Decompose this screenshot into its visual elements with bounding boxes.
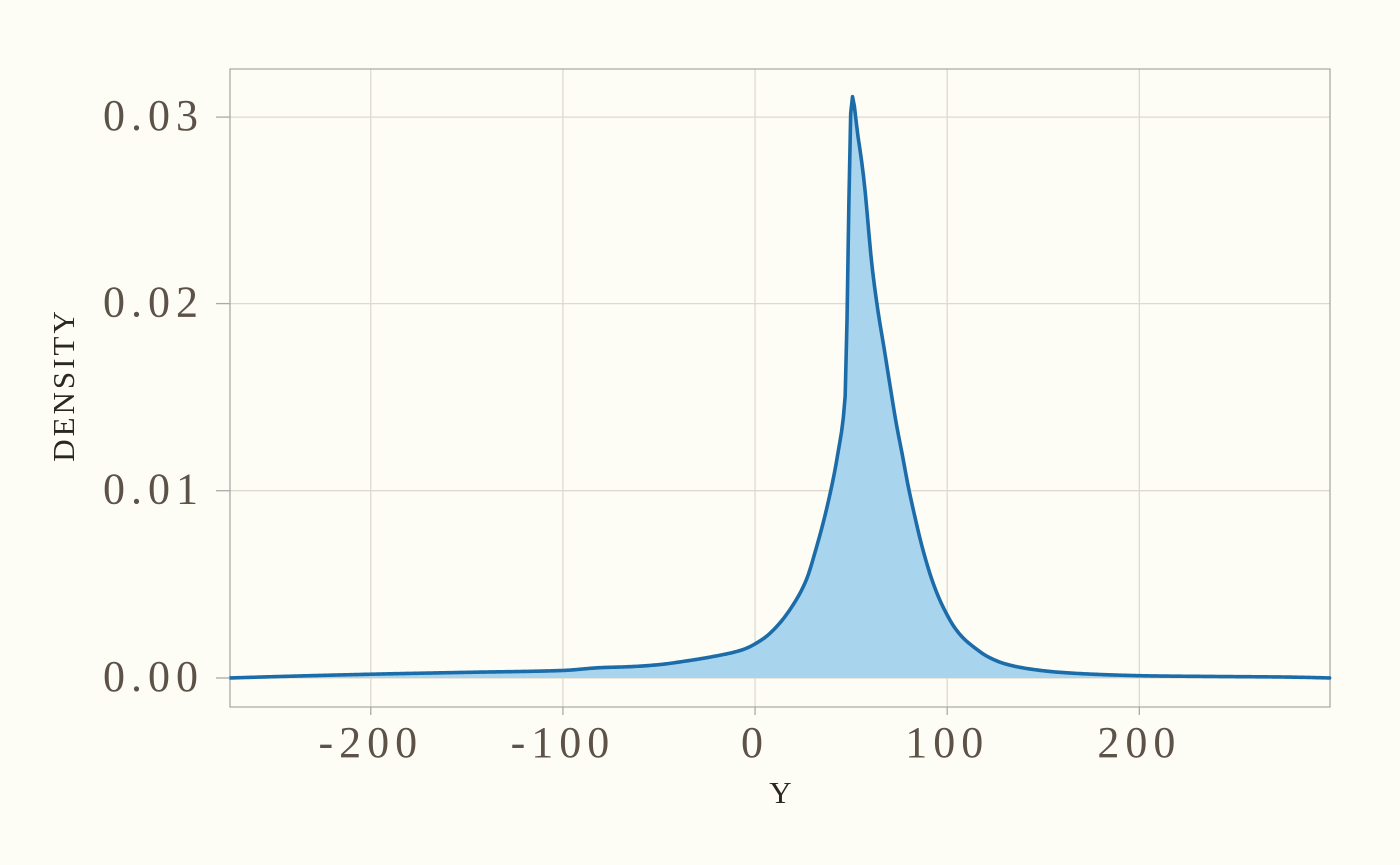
svg-text:200: 200 — [1097, 718, 1181, 767]
svg-text:0: 0 — [741, 718, 769, 767]
svg-text:DENSITY: DENSITY — [46, 308, 81, 462]
svg-text:0.00: 0.00 — [103, 652, 204, 701]
svg-text:0.01: 0.01 — [103, 465, 204, 514]
svg-text:Y: Y — [769, 775, 794, 810]
svg-text:100: 100 — [905, 718, 989, 767]
svg-text:0.02: 0.02 — [103, 278, 204, 327]
svg-text:-100: -100 — [511, 718, 616, 767]
svg-text:0.03: 0.03 — [103, 91, 204, 140]
svg-text:-200: -200 — [318, 718, 423, 767]
